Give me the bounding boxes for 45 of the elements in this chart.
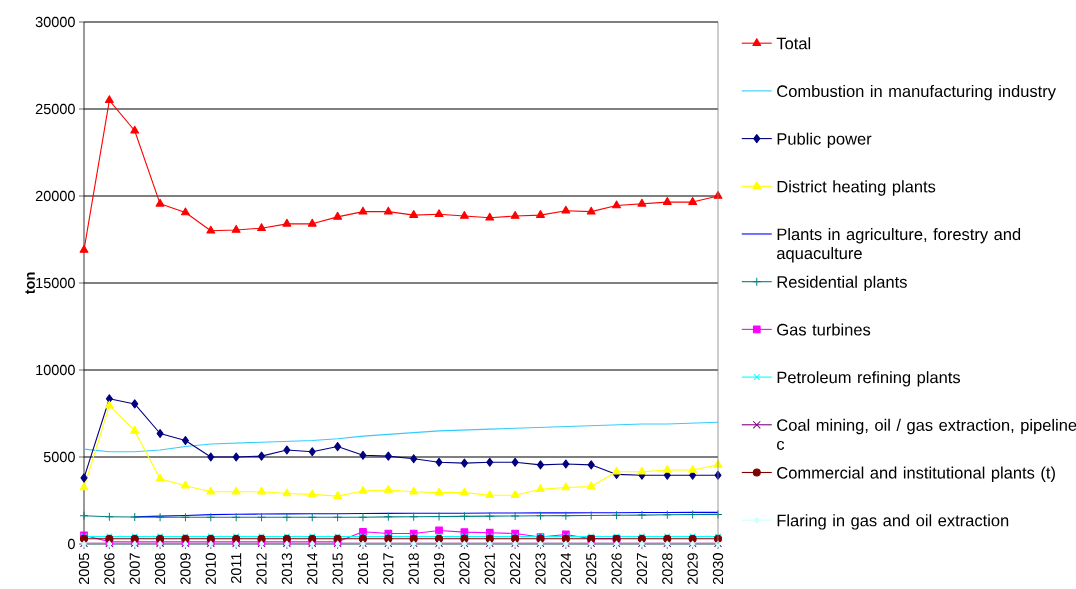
x-tick-label: 2006: [104, 553, 115, 585]
x-tick-label: 2024: [560, 552, 571, 585]
x-tick-label: 2009: [180, 553, 191, 585]
legend-label: Total: [776, 37, 811, 50]
x-tick-label: 2016: [357, 553, 369, 585]
x-tick-label: 2026: [611, 553, 622, 585]
y-tick-label: 5000: [43, 451, 75, 463]
x-tick-label: 2028: [662, 553, 673, 585]
legend-label: Residential plants: [777, 275, 907, 292]
x-tick-label: 2017: [383, 553, 394, 585]
y-tick-label: 30000: [35, 16, 75, 28]
x-tick-label: 2023: [535, 553, 546, 585]
legend-label: Petroleum refining plants: [777, 371, 961, 387]
x-tick-label: 2027: [636, 553, 648, 585]
legend-label: Public power: [777, 132, 872, 148]
y-axis-title: ton: [25, 272, 35, 295]
y-tick-label: 20000: [35, 190, 75, 202]
legend-label: Gas turbines: [777, 323, 871, 336]
x-tick-label: 2029: [687, 553, 698, 585]
x-tick-label: 2008: [154, 553, 166, 585]
x-tick-label: 2018: [408, 553, 419, 585]
y-tick-label: 0: [67, 538, 75, 550]
x-tick-label: 2021: [484, 553, 495, 585]
x-tick-label: 2010: [205, 553, 216, 585]
x-tick-label: 2015: [332, 553, 343, 585]
x-tick-label: 2022: [509, 553, 521, 585]
x-tick-label: 2005: [78, 553, 90, 585]
y-tick-label: 25000: [35, 103, 75, 115]
x-tick-label: 2007: [129, 553, 140, 585]
legend-label: Plants in agriculture, forestry and aquaculture: [777, 228, 1021, 263]
x-tick-label: 2012: [256, 553, 267, 585]
y-tick-label: 10000: [36, 364, 75, 376]
legend-label: Coal mining, oil / gas extraction, pipeline c: [777, 418, 1076, 450]
x-tick-label: 2019: [433, 553, 445, 585]
legend-label: Commercial and institutional plants (t): [777, 466, 1055, 482]
x-tick-label: 2014: [307, 552, 318, 585]
legend-label: District heating plants: [777, 180, 936, 196]
legend-label: Flaring in gas and oil extraction: [777, 514, 1009, 530]
x-tick-label: 2025: [586, 553, 597, 585]
x-tick-label: 2013: [281, 553, 293, 585]
x-tick-label: 2030: [712, 553, 724, 585]
x-tick-label: 2011: [231, 553, 242, 583]
x-tick-label: 2020: [459, 553, 470, 585]
legend-label: Combustion in manufacturing industry: [777, 84, 1056, 101]
y-tick-label: 15000: [36, 277, 75, 289]
